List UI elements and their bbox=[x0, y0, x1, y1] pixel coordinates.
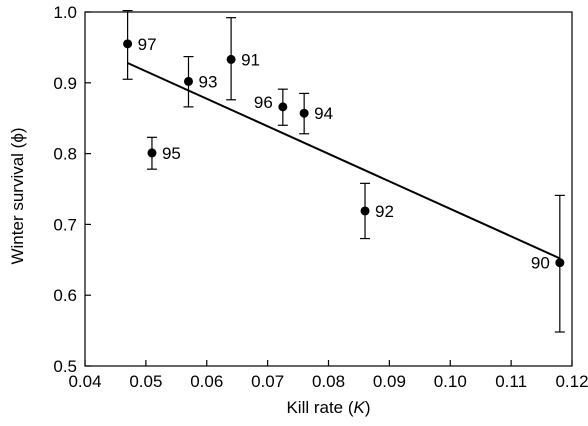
data-point-90 bbox=[555, 258, 565, 268]
point-label-94: 94 bbox=[314, 104, 333, 123]
point-label-90: 90 bbox=[531, 254, 550, 273]
point-label-93: 93 bbox=[198, 72, 217, 91]
x-tick-label-8: 0.12 bbox=[555, 372, 588, 391]
y-tick-label-1: 0.6 bbox=[53, 286, 77, 305]
x-axis-title: Kill rate (K) bbox=[286, 398, 370, 417]
y-tick-label-4: 0.9 bbox=[53, 74, 77, 93]
y-tick-label-0: 0.5 bbox=[53, 357, 77, 376]
point-label-97: 97 bbox=[138, 35, 157, 54]
data-point-94 bbox=[299, 108, 309, 118]
x-tick-label-2: 0.06 bbox=[190, 372, 223, 391]
data-point-95 bbox=[147, 148, 157, 158]
data-point-91 bbox=[226, 54, 236, 64]
x-tick-label-1: 0.05 bbox=[129, 372, 162, 391]
point-label-96: 96 bbox=[254, 93, 273, 112]
point-label-91: 91 bbox=[241, 50, 260, 69]
regression-line bbox=[127, 62, 561, 260]
data-point-93 bbox=[183, 76, 193, 86]
x-tick-label-7: 0.11 bbox=[495, 372, 527, 391]
data-point-96 bbox=[278, 102, 288, 112]
y-tick-label-3: 0.8 bbox=[53, 145, 77, 164]
plot-frame bbox=[84, 11, 573, 367]
x-tick-label-6: 0.10 bbox=[434, 372, 467, 391]
y-axis-title: Winter survival (ϕ) bbox=[8, 127, 27, 264]
x-tick-label-3: 0.07 bbox=[251, 372, 284, 391]
y-tick-label-5: 1.0 bbox=[53, 3, 77, 22]
data-point-97 bbox=[123, 39, 133, 49]
point-label-95: 95 bbox=[162, 144, 181, 163]
y-tick-label-2: 0.7 bbox=[53, 215, 77, 234]
point-label-92: 92 bbox=[375, 202, 394, 221]
x-tick-label-4: 0.08 bbox=[312, 372, 345, 391]
x-tick-label-0: 0.04 bbox=[68, 372, 101, 391]
data-point-92 bbox=[360, 206, 370, 216]
x-tick-label-5: 0.09 bbox=[373, 372, 406, 391]
